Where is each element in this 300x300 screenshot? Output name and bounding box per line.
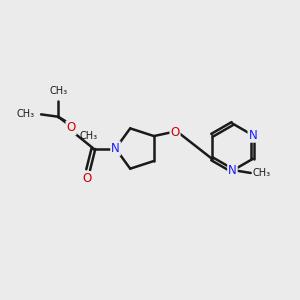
Text: CH₃: CH₃ [253, 168, 271, 178]
Text: CH₃: CH₃ [49, 85, 67, 95]
Text: N: N [248, 129, 257, 142]
Text: O: O [170, 126, 180, 140]
Text: O: O [82, 172, 91, 185]
Text: O: O [67, 122, 76, 134]
Text: N: N [228, 164, 237, 177]
Text: N: N [111, 142, 120, 155]
Text: CH₃: CH₃ [16, 110, 34, 119]
Text: CH₃: CH₃ [79, 131, 98, 141]
